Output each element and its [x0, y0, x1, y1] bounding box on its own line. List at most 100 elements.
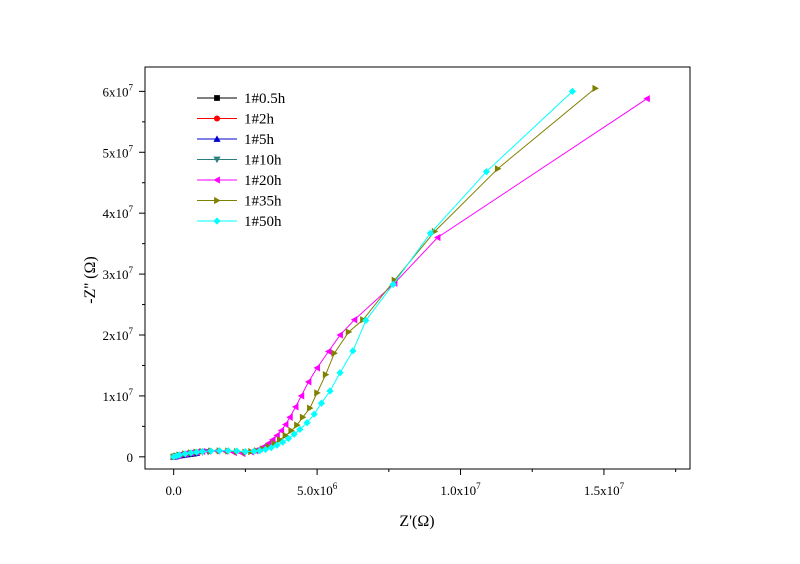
data-point	[389, 280, 397, 289]
y-tick-label: 5x107	[103, 143, 134, 160]
legend-swatch-marker	[213, 176, 220, 184]
data-point	[310, 410, 318, 418]
data-point	[568, 87, 576, 95]
plot-frame	[144, 66, 691, 470]
data-point	[336, 331, 343, 339]
data-point	[224, 447, 232, 455]
data-point	[241, 448, 249, 456]
x-tick-label: 0.0	[166, 483, 182, 498]
data-point	[433, 233, 441, 242]
y-tick-label: 0	[127, 450, 134, 465]
data-point	[307, 404, 314, 412]
data-point	[250, 447, 258, 455]
data-point	[345, 328, 353, 336]
data-point	[276, 436, 284, 444]
data-point	[281, 420, 289, 429]
legend-swatch-marker	[213, 135, 221, 142]
y-tick-label: 1x107	[103, 387, 134, 404]
x-tick-label: 1.0x107	[440, 481, 481, 498]
data-point	[291, 403, 299, 411]
data-point	[297, 392, 305, 400]
x-axis-ticks: 0.0 5.0x106 1.0x107 1.5x107	[166, 469, 677, 498]
data-point	[350, 316, 358, 324]
series-line	[173, 91, 573, 458]
data-point	[322, 370, 330, 379]
data-point	[313, 364, 320, 372]
legend-label: 1#2h	[244, 112, 275, 128]
data-point	[261, 445, 270, 454]
series-1#20h	[170, 95, 650, 461]
data-point	[175, 451, 184, 459]
x-tick-label: 1.5x107	[584, 481, 625, 498]
data-point	[282, 431, 290, 440]
legend-label: 1#50h	[244, 214, 282, 230]
data-point	[187, 449, 195, 457]
data-point	[592, 84, 599, 92]
legend-swatch-marker	[214, 196, 221, 205]
data-point	[279, 438, 287, 446]
legend: 1#0.5h 1#2h 1#5h 1#10h 1#20h 1#35h 1#50h	[197, 91, 286, 230]
data-point	[324, 347, 332, 356]
series-layer	[170, 84, 650, 461]
data-point	[336, 369, 344, 377]
data-point	[288, 427, 295, 435]
data-point	[349, 347, 357, 355]
series-1#35h	[170, 84, 599, 461]
legend-label: 1#10h	[244, 153, 282, 169]
data-point	[273, 441, 281, 449]
data-point	[277, 427, 285, 435]
legend-swatch-marker	[213, 217, 221, 225]
data-point	[271, 439, 278, 448]
y-tick-label: 3x107	[103, 265, 134, 282]
x-axis-title: Z'(Ω)	[399, 513, 434, 530]
legend-item: 1#0.5h	[197, 91, 286, 107]
y-tick-label: 4x107	[103, 204, 134, 221]
series-line	[173, 87, 596, 458]
legend-label: 1#35h	[244, 194, 282, 210]
legend-label: 1#0.5h	[244, 91, 286, 107]
series-1#50h	[170, 87, 576, 461]
data-point	[284, 434, 293, 443]
data-point	[181, 450, 189, 458]
data-point	[326, 387, 334, 395]
data-point	[296, 425, 304, 434]
data-point	[494, 165, 502, 173]
data-point	[233, 447, 241, 455]
data-point	[193, 448, 201, 456]
data-point	[303, 419, 311, 427]
legend-item: 1#10h	[197, 153, 282, 169]
data-point	[290, 430, 298, 438]
y-axis-ticks: 0 1x107 2x107 3x107 4x107 5x107 6x107	[103, 82, 145, 465]
legend-item: 1#2h	[197, 112, 275, 128]
data-point	[304, 378, 312, 386]
legend-item: 1#20h	[197, 173, 282, 189]
data-point	[198, 447, 206, 456]
y-axis-title: -Z'' (Ω)	[82, 256, 99, 303]
legend-swatch-marker	[213, 156, 221, 164]
legend-label: 1#20h	[244, 173, 282, 189]
data-point	[299, 413, 307, 421]
data-point	[362, 316, 370, 324]
data-point	[426, 229, 435, 237]
data-point	[215, 447, 224, 455]
data-point	[207, 447, 215, 455]
data-point	[331, 349, 338, 357]
data-point	[314, 389, 321, 397]
data-point	[643, 95, 650, 103]
legend-item: 1#50h	[197, 214, 282, 230]
data-point	[482, 168, 490, 176]
data-point	[317, 399, 326, 407]
data-point	[286, 413, 293, 421]
data-point	[294, 421, 301, 429]
x-tick-label: 5.0x106	[297, 481, 338, 498]
data-point	[256, 447, 264, 455]
y-tick-label: 6x107	[103, 82, 134, 99]
legend-label: 1#5h	[244, 132, 275, 148]
y-tick-label: 2x107	[103, 326, 134, 343]
legend-item: 1#5h	[197, 132, 275, 148]
data-point	[267, 444, 275, 452]
legend-swatch-marker	[214, 95, 220, 101]
legend-swatch-marker	[213, 115, 221, 122]
legend-item: 1#35h	[197, 194, 282, 210]
